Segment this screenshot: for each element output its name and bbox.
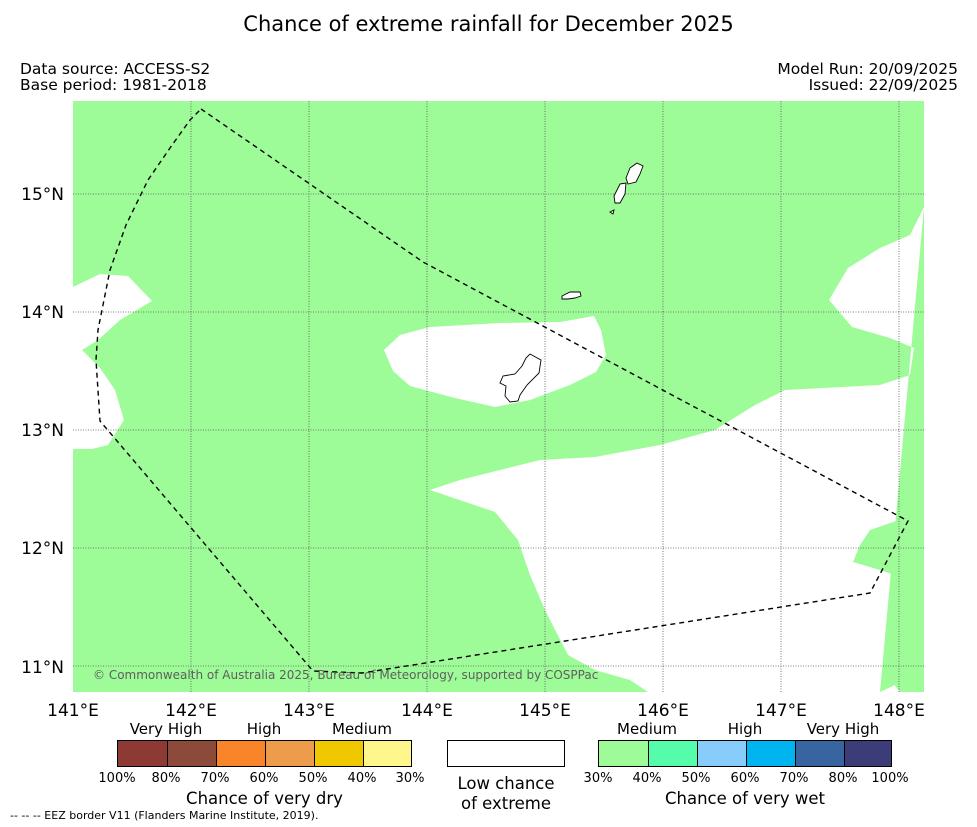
dry-tick: 100% — [98, 771, 136, 786]
wet-cat-very-high: Very High — [806, 720, 880, 738]
dry-tick: 80% — [151, 771, 181, 786]
eez-border — [95, 108, 909, 674]
wet-caption: Chance of very wet — [665, 789, 825, 808]
wet-swatch-3 — [697, 741, 746, 766]
wet-swatch-4 — [746, 741, 795, 766]
dry-tick: 70% — [200, 771, 230, 786]
wet-swatch-5 — [795, 741, 844, 766]
lat-label-12: 12°N — [21, 539, 64, 559]
lat-tick-labels: 15°N 14°N 13°N 12°N 11°N — [21, 185, 64, 678]
lon-tick-labels: 141°E 142°E 143°E 144°E 145°E 146°E 147°… — [47, 701, 925, 721]
medium-wet-patch-12n — [853, 518, 924, 577]
wet-tick: 70% — [779, 771, 809, 786]
gridlines — [73, 101, 924, 692]
low-chance-line2: of extreme — [460, 794, 552, 813]
wet-tick: 30% — [583, 771, 613, 786]
wet-colorbar — [598, 740, 892, 767]
eez-note: -- -- -- EEZ border V11 (Flanders Marine… — [10, 809, 319, 822]
dry-tick: 60% — [249, 771, 279, 786]
dry-tick: 50% — [298, 771, 328, 786]
wet-tick: 80% — [828, 771, 858, 786]
island-tinian — [613, 182, 627, 204]
low-chance-swatch — [447, 740, 565, 767]
wet-cat-medium: Medium — [617, 720, 677, 738]
lat-label-11: 11°N — [21, 658, 64, 678]
wet-tick: 60% — [730, 771, 760, 786]
dry-swatch-5 — [314, 741, 363, 766]
lat-label-15: 15°N — [21, 185, 64, 205]
dry-tick: 30% — [395, 771, 425, 786]
lon-label-148: 148°E — [873, 701, 925, 721]
dry-tick: 40% — [347, 771, 377, 786]
dry-swatch-6 — [363, 741, 411, 766]
meta-left: Data source: ACCESS-S2 Base period: 1981… — [20, 61, 210, 93]
lon-label-146: 146°E — [637, 701, 689, 721]
base-period-text: Base period: 1981-2018 — [20, 76, 207, 94]
wet-swatch-6 — [844, 741, 891, 766]
low-chance-region-east — [430, 207, 924, 692]
data-source-text: Data source: ACCESS-S2 — [20, 60, 211, 78]
wet-tick: 100% — [871, 771, 909, 786]
lon-label-145: 145°E — [519, 701, 571, 721]
chart-title: Chance of extreme rainfall for December … — [243, 12, 734, 36]
low-chance-region-guam — [384, 316, 606, 407]
wet-swatch-2 — [648, 741, 697, 766]
island-saipan — [625, 162, 644, 185]
lon-label-141: 141°E — [47, 701, 99, 721]
lon-label-147: 147°E — [755, 701, 807, 721]
model-run-text: Model Run: 20/09/2025 — [777, 60, 958, 78]
dry-swatch-4 — [265, 741, 314, 766]
lon-label-142: 142°E — [165, 701, 217, 721]
dry-colorbar — [117, 740, 412, 767]
lat-label-14: 14°N — [21, 303, 64, 323]
dry-swatch-2 — [167, 741, 216, 766]
island-aguijan — [609, 209, 615, 215]
low-chance-region-west — [73, 274, 152, 449]
dry-caption: Chance of very dry — [186, 789, 343, 808]
low-chance-line1: Low chance — [457, 774, 555, 793]
map-copyright: © Commonwealth of Australia 2025, Bureau… — [93, 668, 598, 682]
wet-swatch-1 — [599, 741, 648, 766]
dry-swatch-1 — [118, 741, 167, 766]
wet-tick: 50% — [681, 771, 711, 786]
island-guam — [499, 353, 542, 403]
meta-right: Model Run: 20/09/2025 Issued: 22/09/2025 — [777, 61, 958, 93]
dry-cat-medium: Medium — [332, 720, 392, 738]
lon-label-144: 144°E — [401, 701, 453, 721]
issued-text: Issued: 22/09/2025 — [808, 76, 958, 94]
dry-cat-high: High — [246, 720, 282, 738]
wet-cat-high: High — [727, 720, 763, 738]
medium-wet-patch-se — [892, 658, 924, 692]
dry-swatch-3 — [216, 741, 265, 766]
islands — [499, 162, 644, 403]
island-rota — [561, 291, 582, 300]
wet-tick: 40% — [632, 771, 662, 786]
lon-label-143: 143°E — [283, 701, 335, 721]
lat-label-13: 13°N — [21, 421, 64, 441]
dry-cat-very-high: Very High — [129, 720, 203, 738]
